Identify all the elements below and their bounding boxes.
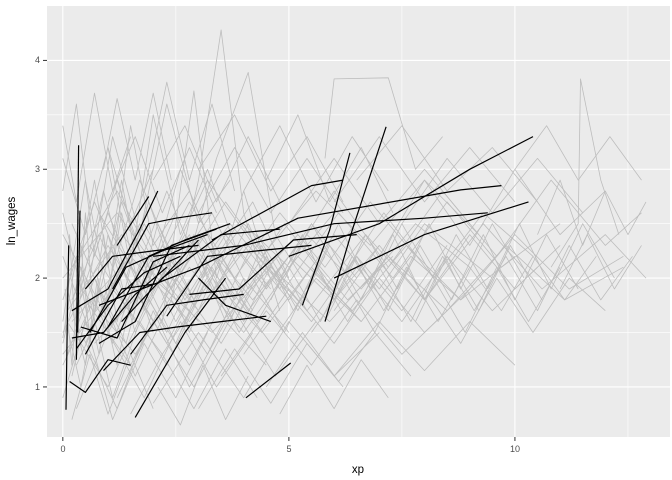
gray-series-line — [198, 114, 344, 203]
gray-series-line — [451, 234, 579, 301]
gray-series-line — [107, 114, 240, 268]
plot-panel-background — [47, 6, 670, 437]
gray-series-line — [107, 223, 493, 333]
y-tick-label-4: 4 — [35, 55, 40, 65]
gray-series-line — [62, 190, 172, 290]
highlight-series-line — [103, 315, 267, 372]
axis-tick-marks — [43, 59, 516, 441]
gray-series-line — [514, 125, 642, 181]
highlight-series-line — [75, 145, 80, 360]
gray-series-line — [243, 125, 389, 203]
highlight-series-line — [65, 245, 70, 410]
gray-series-line — [216, 223, 344, 290]
x-axis-title: xp — [352, 464, 364, 476]
highlight-series-line — [130, 293, 244, 355]
y-tick-label-3: 3 — [35, 164, 40, 174]
highlight-series-line — [121, 228, 280, 323]
gray-series-line — [234, 244, 362, 322]
gray-series-line — [94, 244, 624, 344]
y-tick-label-1: 1 — [35, 382, 40, 392]
highlight-series-line — [324, 126, 387, 322]
x-tick-label-5: 5 — [286, 444, 291, 454]
gray-series-line — [198, 147, 344, 214]
gray-series-line — [130, 348, 258, 415]
highlight-series-line — [71, 266, 168, 339]
gray-series-line — [378, 168, 606, 257]
grid-major-lines — [47, 6, 670, 437]
highlight-series-line — [198, 277, 272, 323]
gray-series-line — [356, 125, 538, 203]
highlight-series-line — [245, 362, 292, 399]
highlight-series-line — [89, 234, 208, 333]
gray-series-line — [125, 255, 254, 333]
y-tick-label-2: 2 — [35, 273, 40, 283]
gray-series-line — [71, 179, 299, 301]
gray-series-line — [424, 277, 606, 344]
gray-series-line — [80, 234, 624, 355]
gray-series-line — [116, 310, 317, 398]
gray-series-line — [433, 266, 561, 333]
gray-series-line — [152, 321, 380, 404]
gray-series-line — [180, 255, 308, 333]
gray-series-line — [550, 78, 620, 268]
gray-series-line — [469, 255, 597, 312]
highlight-series-line — [301, 152, 351, 306]
gray-series-line — [333, 321, 516, 377]
gray-series-line — [62, 92, 131, 203]
highlight-series-line — [84, 239, 199, 355]
highlight-series-line — [71, 190, 159, 312]
highlight-series-line — [84, 244, 199, 290]
x-tick-label-10: 10 — [510, 444, 520, 454]
gray-series-line — [89, 103, 231, 279]
highlight-series-line — [211, 179, 344, 241]
gray-series-line — [98, 201, 416, 290]
gray-series-line — [306, 223, 434, 290]
gray-series-line — [62, 255, 516, 355]
gray-series-line — [64, 244, 100, 366]
highlight-series-line — [98, 185, 502, 306]
gray-series-line — [270, 234, 398, 301]
gray-series-line — [152, 125, 281, 203]
gray-series-line — [324, 244, 452, 322]
gray-series-line — [80, 310, 267, 410]
gray-series-line — [71, 353, 154, 420]
gray-series-line — [397, 223, 525, 290]
gray-series-line — [559, 234, 642, 290]
highlight-series-line — [116, 196, 150, 246]
highlight-series-group — [65, 126, 534, 418]
highlight-series-line — [107, 223, 231, 328]
highlight-series-line — [189, 234, 357, 295]
gray-series-line — [198, 342, 344, 409]
highlight-series-line — [69, 359, 131, 393]
gray-series-line — [80, 179, 136, 268]
gray-series-line — [85, 244, 380, 344]
gray-series-line — [487, 223, 615, 290]
gray-series-line — [107, 136, 217, 214]
gray-series-line — [311, 255, 538, 333]
highlight-series-line — [134, 277, 227, 418]
gray-series-line — [505, 244, 633, 312]
gray-series-line — [279, 359, 389, 415]
gray-series-line — [66, 201, 561, 311]
gray-series-line — [220, 299, 448, 377]
gray-series-line — [143, 81, 235, 192]
gray-series-line — [76, 321, 254, 409]
highlight-series-line — [333, 201, 529, 279]
gray-series-line — [360, 234, 489, 301]
y-axis-title: ln_wages — [6, 196, 18, 245]
gray-series-line — [333, 136, 516, 203]
gray-series-line — [265, 332, 412, 388]
gray-series-line — [62, 179, 642, 290]
highlight-series-line — [288, 136, 534, 257]
highlight-series-line — [153, 212, 488, 257]
highlight-series-line — [77, 210, 81, 333]
x-tick-label-0: 0 — [60, 444, 65, 454]
gray-series-line — [537, 179, 647, 246]
highlight-series-line — [112, 212, 213, 290]
gray-series-line — [89, 212, 534, 323]
gray-series-line — [103, 92, 172, 181]
gray-series-line — [157, 364, 249, 426]
